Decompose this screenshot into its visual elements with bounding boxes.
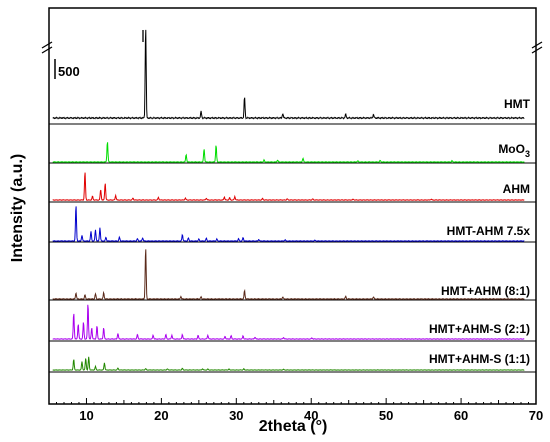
series-label: AHM [503,182,530,196]
x-tick-label: 30 [229,408,243,423]
plot-border [48,7,537,405]
trace-hmt [52,29,525,120]
series-label: MoO3 [498,142,530,159]
axis-break-mark [41,46,53,54]
x-tick-label: 20 [154,408,168,423]
axis-break-mark [531,46,543,54]
x-tick-label: 60 [454,408,468,423]
x-tick-label: 40 [304,408,318,423]
trace-separators [49,123,536,373]
x-tick-label: 10 [79,408,93,423]
series-label: HMT [504,97,531,111]
trace-hmt-ahm-s-1-1 [52,356,525,371]
x-tick-label: 50 [379,408,393,423]
series-labels: HMT MoO3 AHM HMT-AHM 7.5x HMT+AHM (8:1) HMT+A… [429,97,531,366]
y-axis-title: Intensity (a.u.) [9,154,26,262]
series-label: HMT-AHM 7.5x [447,224,531,238]
plot-frame [48,7,537,405]
x-tick-label: 70 [529,408,543,423]
axis-break-mark [41,41,53,49]
series-label: HMT+AHM-S (2:1) [429,322,530,336]
x-axis-title: 2theta (°) [259,418,328,435]
scale-bar-label: 500 [58,64,80,79]
trace-moo3 [52,142,525,163]
scale-bar: 500 [54,59,80,79]
trace-ahm [52,172,525,201]
axis-break-mark [531,41,543,49]
axis-break-marks [41,30,543,54]
series-label: HMT+AHM (8:1) [441,284,530,298]
traces [52,29,525,371]
trace-hmt-ahm-s-2-1 [52,304,525,341]
x-axis-ticks: 10 20 30 40 50 60 70 [48,398,543,423]
trace-hmt-ahm-8-1 [52,249,525,301]
series-label: HMT+AHM-S (1:1) [429,352,530,366]
trace-hmt-ahm-7-5x [52,206,525,242]
